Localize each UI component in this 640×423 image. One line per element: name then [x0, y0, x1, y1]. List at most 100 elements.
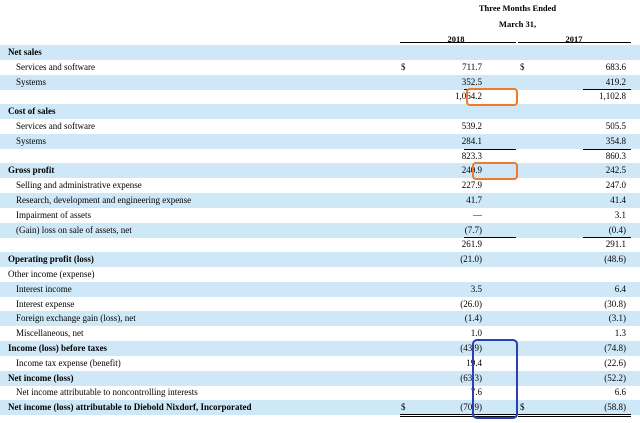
row-label: Income tax expense (benefit) [16, 357, 121, 368]
period-header-line1: Three Months Ended [478, 3, 557, 13]
table-row: Research, development and engineering ex… [0, 193, 640, 208]
value-2017: 291.1 [605, 239, 626, 250]
column-header-2017: 2017 [565, 34, 583, 44]
row-label: Systems [16, 135, 47, 146]
row-label: Other income (expense) [8, 269, 95, 279]
value-2017: (74.8) [604, 343, 626, 353]
row-label: Services and software [16, 121, 95, 131]
value-2017: (3.1) [608, 313, 626, 324]
value-2018: 539.2 [461, 121, 482, 131]
subtotal-rule [583, 89, 631, 91]
total-double-rule [518, 414, 631, 417]
column-header-rule-2018 [400, 42, 516, 43]
value-2018: 1.0 [470, 328, 482, 339]
value-2018: 261.9 [461, 239, 482, 250]
dollar-sign-2018: $ [401, 402, 406, 413]
value-2018: 41.7 [466, 195, 482, 205]
table-row: Foreign exchange gain (loss), net (1.4) (3… [0, 311, 640, 327]
row-label: Services and software [16, 61, 95, 72]
value-2017: 419.2 [605, 76, 626, 87]
value-2017: (30.8) [604, 298, 626, 309]
table-row: (Gain) loss on sale of assets, net (7.7) (… [0, 222, 640, 238]
row-label: Income (loss) before taxes [8, 343, 108, 353]
value-2017: 505.5 [605, 121, 626, 131]
subtotal-rule [464, 148, 516, 150]
column-header-2018: 2018 [447, 34, 465, 44]
value-2018: (1.4) [464, 313, 482, 324]
value-2017: 247.0 [605, 180, 626, 191]
table-row: Other income (expense) [0, 267, 640, 282]
row-label: Foreign exchange gain (loss), net [16, 313, 136, 324]
value-2017: 6.6 [614, 387, 626, 398]
table-row: Income tax expense (benefit) 19.4 (22.6) [0, 356, 640, 371]
value-2017: 354.8 [605, 135, 626, 146]
row-label: Net income (loss) [8, 372, 74, 383]
table-row: Systems 352.5 419.2 [0, 74, 640, 90]
value-2018: 284.1 [461, 135, 482, 146]
value-2018: 7.6 [470, 387, 482, 398]
period-header-line2: March 31, [498, 19, 537, 29]
highlight-box-gross-profit [472, 162, 518, 181]
value-2018: (21.0) [460, 254, 482, 265]
table-row: Net income attributable to noncontrollin… [0, 385, 640, 400]
row-label: Cost of sales [8, 106, 56, 117]
value-2017: 6.4 [614, 283, 626, 294]
row-label: Impairment of assets [16, 209, 91, 220]
value-2018: 711.7 [462, 61, 482, 72]
value-2017: 1,102.8 [599, 91, 626, 102]
highlight-box-net-sales-total [466, 88, 518, 107]
row-label: Interest income [16, 283, 72, 294]
value-2018: 227.9 [461, 180, 482, 191]
table-row: Gross profit 240.9 242.5 [0, 163, 640, 179]
row-label: Gross profit [8, 165, 55, 176]
value-2017: (48.6) [604, 254, 626, 265]
table-row: Services and software 539.2 505.5 [0, 119, 640, 134]
table-row: 823.3 860.3 [0, 149, 640, 164]
value-2017: 242.5 [605, 165, 626, 176]
value-2017: 3.1 [614, 209, 626, 220]
row-label: Research, development and engineering ex… [16, 195, 192, 205]
row-label: Miscellaneous, net [16, 328, 84, 339]
table-row: Net income (loss) (63.3) (52.2) [0, 370, 640, 386]
value-2018: (63.3) [460, 372, 482, 383]
table-row: Net income (loss) attributable to Diebol… [0, 400, 640, 416]
value-2018: (7.7) [464, 224, 482, 235]
row-label: (Gain) loss on sale of assets, net [16, 224, 132, 235]
subtotal-rule [583, 148, 631, 150]
row-label: Net income attributable to noncontrollin… [16, 387, 198, 398]
value-2017: 1.3 [614, 328, 626, 339]
value-2017: (58.8) [604, 402, 626, 413]
dollar-sign-2018: $ [401, 61, 406, 72]
row-label: Net income (loss) attributable to Diebol… [8, 402, 252, 413]
value-2017: 860.3 [605, 150, 626, 161]
table-row: Interest expense (26.0) (30.8) [0, 297, 640, 312]
column-header-rule-2017 [518, 42, 631, 43]
value-2018: (43.9) [460, 343, 482, 353]
value-2017: (0.4) [608, 224, 626, 235]
highlight-box-income-figures [472, 339, 518, 419]
row-label: Operating profit (loss) [8, 254, 94, 265]
table-row: Selling and administrative expense 227.9 2… [0, 178, 640, 193]
value-2018: (70.9) [460, 402, 482, 413]
dollar-sign-2017: $ [520, 402, 525, 413]
dollar-sign-2017: $ [520, 61, 525, 72]
subtotal-rule [464, 237, 516, 239]
table-row: 1,064.2 1,102.8 [0, 89, 640, 104]
value-2017: 683.6 [605, 61, 626, 72]
value-2018: 19.4 [466, 357, 482, 368]
table-row: Systems 284.1 354.8 [0, 133, 640, 149]
row-label: Interest expense [16, 298, 75, 309]
table-row: Impairment of assets — 3.1 [0, 208, 640, 223]
value-2018: 352.5 [461, 76, 482, 87]
table-row: Miscellaneous, net 1.0 1.3 [0, 326, 640, 341]
row-label: Systems [16, 76, 47, 87]
value-2017: (52.2) [604, 372, 626, 383]
value-2018: — [473, 209, 482, 220]
total-double-rule [400, 414, 516, 417]
table-row: Interest income 3.5 6.4 [0, 281, 640, 297]
table-row: Operating profit (loss) (21.0) (48.6) [0, 252, 640, 268]
row-label: Selling and administrative expense [16, 180, 142, 191]
table-row: Services and software $ $711.7 683.6 [0, 60, 640, 75]
table-row: 261.9 291.1 [0, 237, 640, 252]
table-row: Income (loss) before taxes (43.9) (74.8) [0, 341, 640, 356]
